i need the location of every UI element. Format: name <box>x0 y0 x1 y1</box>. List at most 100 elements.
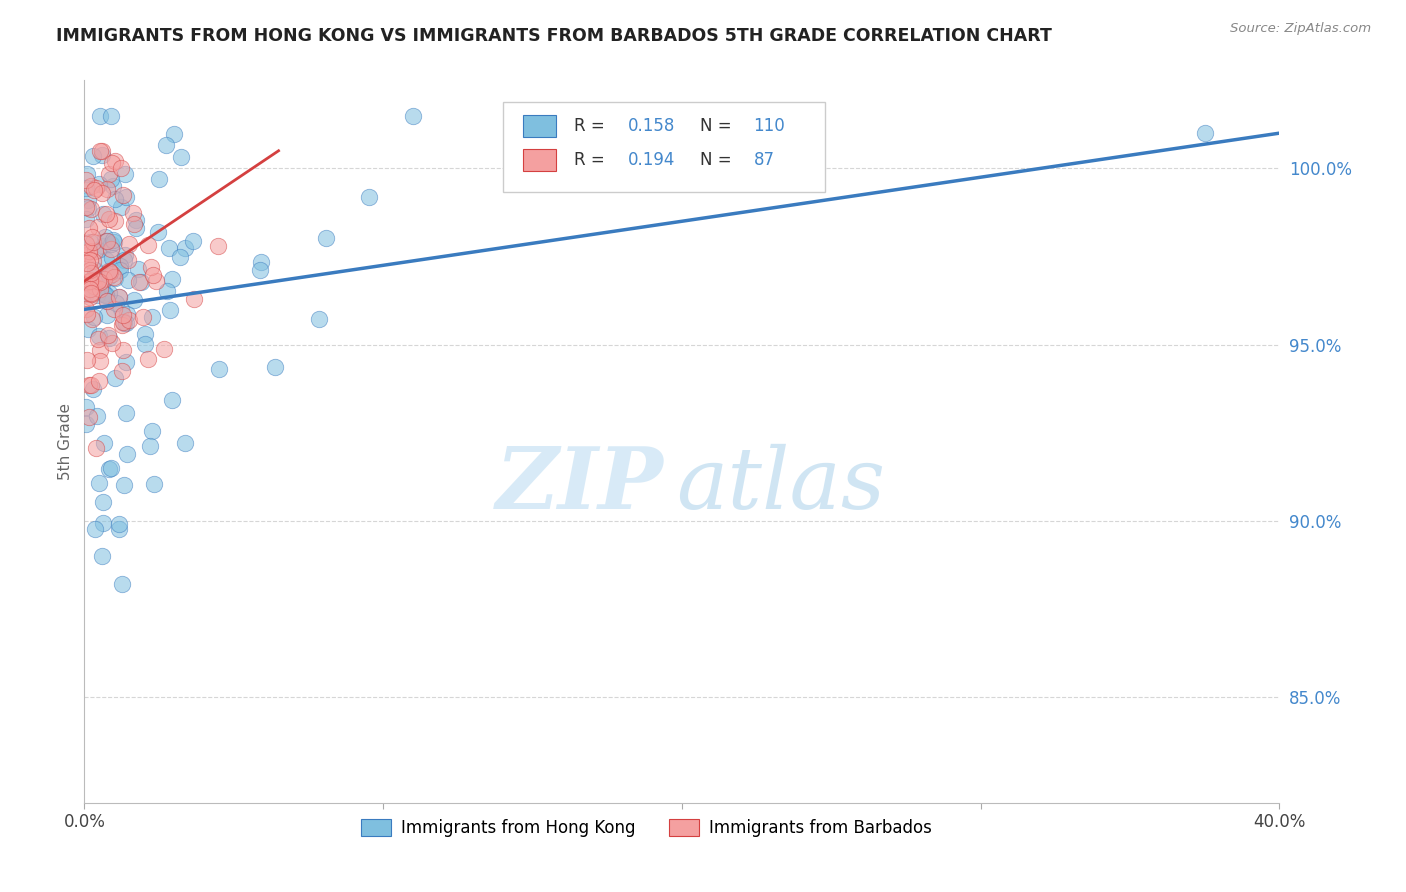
Point <box>183 292 205 306</box>
Point <box>84 441 107 455</box>
Point <box>117 273 139 287</box>
Point <box>108 290 131 304</box>
Point <box>108 259 131 273</box>
Point <box>82 235 104 249</box>
Point <box>75 400 97 414</box>
Text: R =: R = <box>575 117 610 135</box>
Point <box>359 189 381 203</box>
Point <box>125 221 148 235</box>
Text: N =: N = <box>700 151 737 169</box>
Point <box>100 109 122 123</box>
Point <box>122 206 145 220</box>
Point <box>160 272 183 286</box>
Point <box>76 167 98 181</box>
Point <box>114 167 136 181</box>
Point <box>100 461 122 475</box>
Point <box>110 301 132 316</box>
Text: Source: ZipAtlas.com: Source: ZipAtlas.com <box>1230 22 1371 36</box>
Point <box>169 250 191 264</box>
Point <box>108 290 131 304</box>
Point <box>87 219 110 234</box>
Point <box>76 307 98 321</box>
Point <box>117 252 139 267</box>
Point <box>108 516 131 531</box>
Point <box>159 303 181 318</box>
Point <box>93 271 115 285</box>
Point <box>80 202 103 216</box>
Point <box>89 177 111 191</box>
Point <box>83 244 105 258</box>
Point <box>127 262 149 277</box>
Point <box>104 153 127 168</box>
Text: 0.194: 0.194 <box>628 151 675 169</box>
Point <box>84 263 107 277</box>
Point <box>162 393 184 408</box>
Point <box>159 241 181 255</box>
Text: 87: 87 <box>754 151 775 169</box>
Point <box>77 221 100 235</box>
Point <box>122 293 145 307</box>
Point <box>125 212 148 227</box>
Point <box>79 235 101 250</box>
Point <box>89 144 111 158</box>
FancyBboxPatch shape <box>523 149 557 170</box>
Point <box>79 377 101 392</box>
Point <box>308 311 330 326</box>
Point <box>129 275 152 289</box>
Point <box>97 264 120 278</box>
Point <box>100 267 122 281</box>
Point <box>83 279 105 293</box>
Point <box>77 247 100 261</box>
Point <box>96 293 118 308</box>
Text: IMMIGRANTS FROM HONG KONG VS IMMIGRANTS FROM BARBADOS 5TH GRADE CORRELATION CHAR: IMMIGRANTS FROM HONG KONG VS IMMIGRANTS … <box>56 27 1052 45</box>
Point <box>76 352 98 367</box>
Point <box>249 263 271 277</box>
Point <box>143 477 166 491</box>
Point <box>112 309 135 323</box>
Point <box>75 200 97 214</box>
Point <box>112 252 135 267</box>
Point <box>104 213 127 227</box>
Point <box>103 235 125 249</box>
Point <box>96 234 118 248</box>
Point <box>173 241 195 255</box>
Point <box>93 435 115 450</box>
Point <box>100 171 122 186</box>
Text: 0.158: 0.158 <box>628 117 675 135</box>
Point <box>83 183 105 197</box>
Point <box>114 248 136 262</box>
Point <box>98 285 121 300</box>
Point <box>146 225 169 239</box>
Point <box>97 167 120 181</box>
Point <box>141 310 163 325</box>
Point <box>97 269 120 284</box>
Point <box>136 238 159 252</box>
Point <box>75 417 97 432</box>
Text: N =: N = <box>700 117 737 135</box>
Point <box>91 549 114 563</box>
Point <box>87 328 110 343</box>
Point <box>82 254 104 268</box>
Point <box>98 462 121 476</box>
Point <box>91 238 114 252</box>
Point <box>79 252 101 267</box>
Text: R =: R = <box>575 151 610 169</box>
Point <box>111 576 134 591</box>
Point <box>111 364 134 378</box>
Point <box>90 186 112 200</box>
Point <box>75 173 97 187</box>
Point <box>96 293 118 308</box>
Point <box>80 266 103 280</box>
Point <box>110 200 132 214</box>
Point <box>142 268 165 282</box>
Point <box>90 281 112 295</box>
Point <box>170 150 193 164</box>
Point <box>94 287 117 301</box>
Point <box>114 406 136 420</box>
Point <box>79 275 101 289</box>
Point <box>75 236 97 251</box>
Point <box>82 383 104 397</box>
Point <box>87 374 110 388</box>
Point <box>77 244 100 258</box>
Point <box>115 355 138 369</box>
